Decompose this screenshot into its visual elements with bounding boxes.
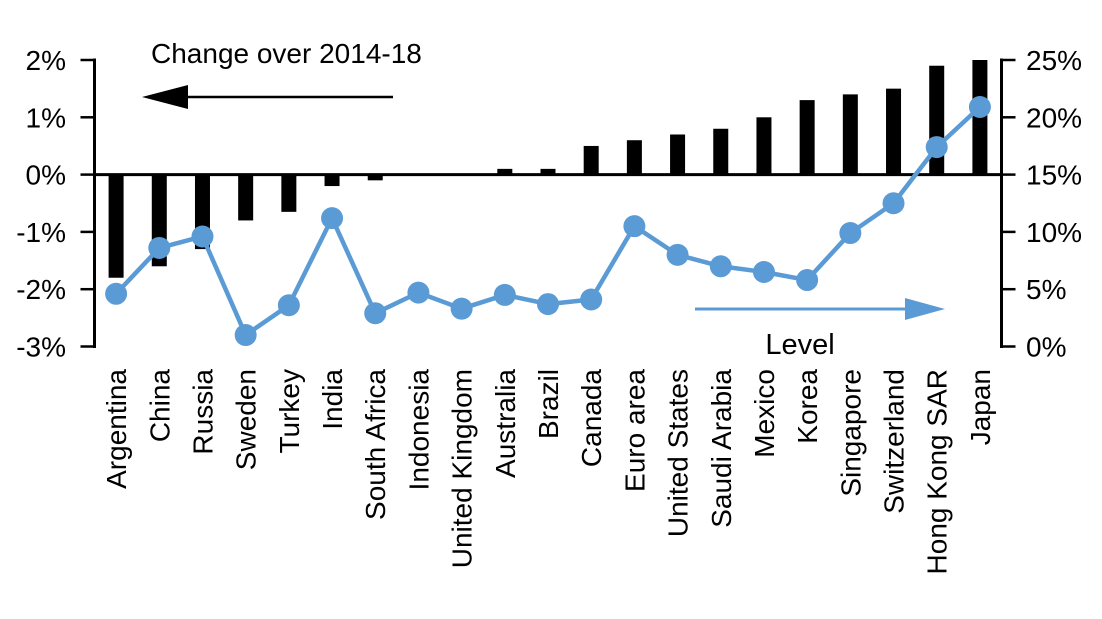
bar-Saudi Arabia — [713, 128, 729, 175]
level-marker-Russia — [191, 225, 214, 248]
bar-Hong Kong SAR — [929, 65, 945, 175]
category-label-Russia: Russia — [187, 369, 218, 455]
level-marker-United States — [666, 243, 689, 266]
level-marker-Japan — [968, 95, 991, 118]
category-label-Euro area: Euro area — [619, 369, 650, 492]
left-axis-tick-label: -3% — [16, 332, 66, 363]
bar-Mexico — [756, 117, 772, 175]
category-label-Mexico: Mexico — [749, 369, 780, 458]
category-label-United Kingdom: United Kingdom — [447, 369, 478, 568]
bar-Singapore — [842, 94, 858, 175]
level-arrow-head — [905, 298, 945, 320]
level-arrow — [695, 298, 945, 320]
right-axis-tick-label: 25% — [1026, 45, 1082, 76]
left-axis-tick-label: 2% — [26, 45, 66, 76]
bar-Australia — [497, 168, 513, 175]
level-marker-India — [321, 207, 344, 230]
level-marker-Singapore — [839, 222, 862, 245]
bar-South Africa — [367, 174, 383, 181]
category-label-Canada: Canada — [576, 369, 607, 468]
level-marker-Mexico — [752, 261, 775, 284]
category-label-South Africa: South Africa — [360, 369, 391, 520]
bars-series-label: Change over 2014-18 — [151, 38, 422, 69]
level-marker-Euro area — [623, 215, 646, 238]
category-label-Indonesia: Indonesia — [403, 369, 434, 491]
category-label-Japan: Japan — [965, 369, 996, 445]
right-axis-tick-label: 15% — [1026, 160, 1082, 191]
left-axis-tick-label: -2% — [16, 274, 66, 305]
bar-Brazil — [540, 168, 556, 175]
bar-Korea — [799, 100, 815, 175]
line-series — [105, 95, 991, 347]
bar-Euro area — [626, 140, 642, 175]
level-marker-Brazil — [537, 293, 559, 316]
category-labels: Argentina China Russia Sweden Turkey India Sou… — [101, 369, 996, 575]
change-arrow-head — [142, 85, 188, 109]
level-marker-Hong Kong SAR — [925, 136, 948, 159]
level-marker-Korea — [796, 269, 819, 292]
change-arrow — [142, 85, 393, 109]
bar-Canada — [583, 145, 599, 175]
category-label-Switzerland: Switzerland — [879, 369, 910, 514]
right-axis-tick-label: 5% — [1026, 274, 1066, 305]
left-axis-tick-label: -1% — [16, 217, 66, 248]
level-marker-Australia — [493, 283, 516, 306]
level-marker-China — [148, 236, 171, 259]
level-marker-Switzerland — [882, 192, 905, 215]
level-marker-Turkey — [277, 294, 300, 317]
category-label-Saudi Arabia: Saudi Arabia — [706, 369, 737, 528]
category-label-Argentina: Argentina — [101, 369, 132, 489]
right-axis-tick-label: 0% — [1026, 332, 1066, 363]
bar-Switzerland — [886, 88, 902, 175]
level-marker-United Kingdom — [450, 297, 473, 320]
right-axis-tick-label: 10% — [1026, 217, 1082, 248]
left-axis: 2% 1% 0% -1% -2% -3% — [16, 45, 96, 363]
bar-India — [324, 174, 340, 187]
level-marker-South Africa — [364, 302, 387, 325]
category-label-United States: United States — [663, 369, 694, 537]
bars-series — [108, 60, 988, 278]
right-axis: 25% 20% 15% 10% 5% 0% — [1000, 45, 1082, 363]
category-label-Singapore: Singapore — [835, 369, 866, 497]
category-label-India: India — [317, 369, 348, 430]
level-marker-Argentina — [105, 282, 128, 305]
category-label-Sweden: Sweden — [231, 369, 262, 470]
level-marker-Indonesia — [407, 281, 430, 304]
category-label-Korea: Korea — [792, 369, 823, 444]
category-label-China: China — [144, 369, 175, 443]
line-series-label: Level — [765, 329, 835, 361]
bar-Argentina — [108, 174, 124, 278]
category-label-Hong Kong SAR: Hong Kong SAR — [922, 369, 953, 574]
category-label-Turkey: Turkey — [274, 369, 305, 454]
bar-Sweden — [238, 174, 254, 221]
category-label-Australia: Australia — [490, 369, 521, 478]
level-marker-Saudi Arabia — [709, 255, 732, 278]
left-axis-tick-label: 0% — [26, 160, 66, 191]
bar-United States — [670, 134, 686, 175]
level-marker-Canada — [580, 288, 603, 311]
left-axis-tick-label: 1% — [26, 102, 66, 133]
bar-Turkey — [281, 174, 297, 212]
category-label-Brazil: Brazil — [533, 369, 564, 439]
level-marker-Sweden — [234, 324, 257, 347]
right-axis-tick-label: 20% — [1026, 102, 1082, 133]
